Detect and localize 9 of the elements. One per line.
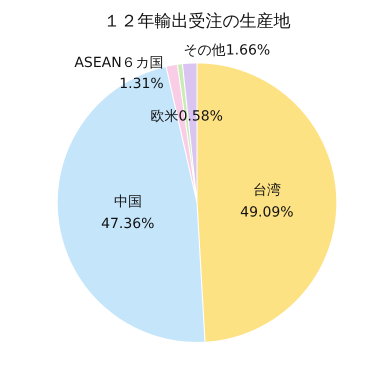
data-label: 1.31% <box>119 76 164 92</box>
slice-label: 中国 <box>114 194 142 210</box>
slice-label: その他1.66% <box>184 42 270 59</box>
chart-title: １２年輸出受注の生産地 <box>104 12 290 32</box>
data-label: 47.36% <box>101 216 154 232</box>
data-label: 49.09% <box>240 204 294 220</box>
slice-label: 欧米0.58% <box>150 108 223 124</box>
slice-label: 台湾 <box>252 182 281 198</box>
slice-label: ASEAN６カ国 <box>74 54 164 71</box>
